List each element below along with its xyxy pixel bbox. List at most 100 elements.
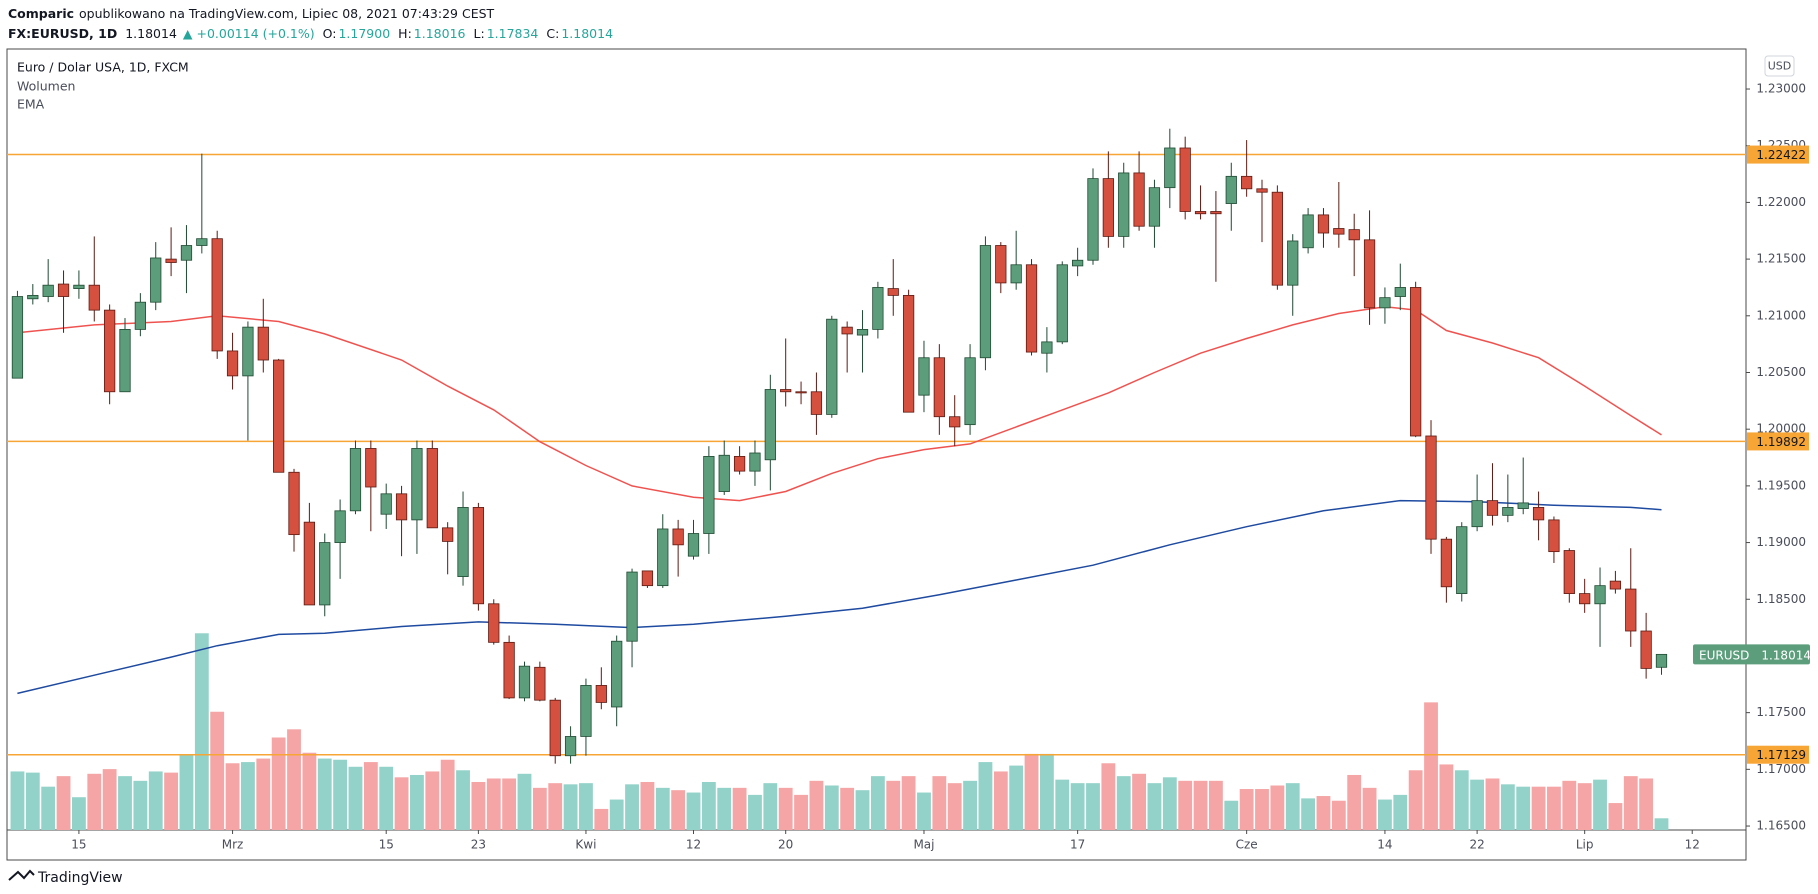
candle-body <box>1087 178 1099 261</box>
volume-bar <box>10 771 25 830</box>
volume-bar <box>886 780 901 830</box>
volume-bar <box>686 792 701 830</box>
volume-bar <box>1132 773 1147 830</box>
y-tick-label: 1.20000 <box>1756 422 1806 436</box>
candle-body <box>1532 507 1545 521</box>
volume-bar <box>1301 798 1316 830</box>
candle-body <box>1133 172 1145 227</box>
candle-body <box>641 570 654 587</box>
candle-body <box>457 507 469 577</box>
legend-volume: Wolumen <box>17 79 75 94</box>
volume-bar <box>1039 753 1054 830</box>
x-tick-label: Mrz <box>222 838 244 852</box>
level-label: 1.22422 <box>1756 148 1806 162</box>
candle-body <box>1287 240 1299 286</box>
candle-body <box>534 666 546 701</box>
x-tick-label: 15 <box>71 838 86 852</box>
candle-body <box>257 326 269 361</box>
candle-body <box>380 493 392 515</box>
volume-bar <box>763 783 778 830</box>
volume-bar <box>809 780 824 830</box>
volume-bar <box>901 776 916 830</box>
candle-body <box>949 416 961 428</box>
x-tick-label: Lip <box>1576 838 1594 852</box>
candle-body <box>1241 175 1253 190</box>
volume-bar <box>1070 783 1085 830</box>
candle-body <box>196 238 208 246</box>
ohlc-value: 1.17900 <box>338 26 390 41</box>
candle-body <box>1333 228 1345 235</box>
candle-body <box>472 507 485 605</box>
last-price-symbol: EURUSD <box>1699 648 1749 662</box>
volume-bar <box>1623 776 1638 830</box>
volume-bar <box>963 780 977 830</box>
candle-body <box>826 318 838 415</box>
volume-bar <box>640 781 655 830</box>
candle-body <box>1194 211 1207 215</box>
candle-body <box>780 389 792 393</box>
x-tick-label: 20 <box>778 838 793 852</box>
volume-bar <box>271 737 286 830</box>
y-tick-label: 1.21500 <box>1756 252 1806 266</box>
level-label: 1.17129 <box>1756 748 1806 762</box>
candle-body <box>1363 239 1376 309</box>
volume-bar <box>609 799 624 830</box>
volume-bar <box>302 752 317 830</box>
candle-body <box>27 294 39 300</box>
volume-bar <box>1547 786 1561 830</box>
currency-button[interactable] <box>1764 55 1795 77</box>
volume-bar <box>71 797 86 830</box>
y-tick-label: 1.17500 <box>1756 705 1806 719</box>
volume-bar <box>41 786 56 830</box>
candle-body <box>902 294 915 413</box>
volume-bar <box>210 711 225 830</box>
candle-body <box>180 245 193 261</box>
candles <box>11 128 1668 764</box>
volume-bar <box>932 776 947 830</box>
ohlc-label: L: <box>474 26 485 41</box>
candle-body <box>595 685 607 703</box>
y-tick-label: 1.16500 <box>1756 819 1806 833</box>
volume-bar <box>701 781 716 830</box>
candle-body <box>1655 653 1668 668</box>
volume-bar <box>1208 780 1223 830</box>
volume-bar <box>1239 789 1254 830</box>
volume-bar <box>25 772 40 830</box>
y-tick-label: 1.18500 <box>1756 592 1806 606</box>
candle-body <box>1594 585 1606 605</box>
candle-body <box>1056 264 1068 343</box>
candle-body <box>1041 341 1053 354</box>
candle-body <box>1394 287 1406 297</box>
ohlc-label: O: <box>323 26 337 41</box>
candle-body <box>73 284 85 289</box>
candle-body <box>1118 172 1130 237</box>
level-label-box <box>1747 432 1809 451</box>
volume-bar <box>1608 803 1623 830</box>
volume-bar <box>1116 776 1131 830</box>
header-line: Comparic opublikowano na TradingView.com,… <box>8 6 495 21</box>
volume-bar <box>333 759 348 830</box>
volume-bar <box>241 762 255 830</box>
volume-bar <box>855 790 870 830</box>
candle-body <box>119 329 131 393</box>
volume-bar <box>1285 783 1300 830</box>
y-tick-label: 1.19500 <box>1756 478 1806 492</box>
ohlc-value: 1.18014 <box>561 26 613 41</box>
candle-body <box>1440 538 1453 588</box>
candle-body <box>856 329 869 336</box>
candle-body <box>488 603 500 643</box>
x-tick-label: 14 <box>1377 838 1392 852</box>
volume-bar <box>379 766 394 830</box>
volume-bar <box>410 774 424 830</box>
candle-body <box>918 357 930 396</box>
volume-bar <box>1485 778 1500 830</box>
candle-body <box>1471 500 1483 528</box>
symbol: FX:EURUSD, 1D <box>8 26 117 41</box>
candle-body <box>580 685 592 737</box>
y-tick-label: 1.22000 <box>1756 195 1806 209</box>
volume-bar <box>594 808 609 830</box>
volume-bar <box>1516 786 1531 830</box>
currency: USD <box>1768 60 1792 73</box>
volume-bar <box>917 792 931 830</box>
candle-body <box>795 391 807 394</box>
